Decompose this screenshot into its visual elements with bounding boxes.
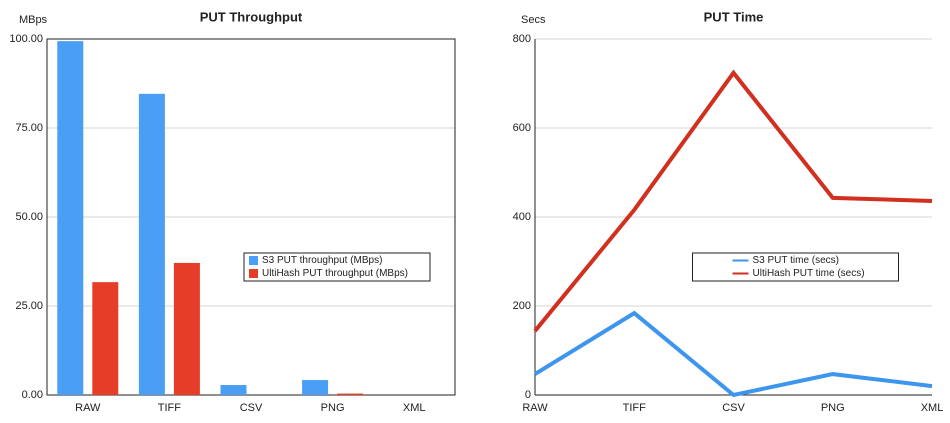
plot-frame: [46, 38, 456, 396]
x-tick-label: TIFF: [158, 402, 181, 414]
legend-box: [243, 252, 431, 282]
legend-swatch: [249, 256, 258, 265]
y-axis-label: MBps: [19, 14, 48, 26]
y-tick-label: 800: [513, 33, 531, 45]
bar: [220, 385, 247, 395]
chart-title: PUT Throughput: [200, 9, 303, 24]
chart-title: PUT Time: [704, 9, 764, 24]
y-tick-label: 0: [525, 389, 531, 401]
y-tick-label: 0.00: [22, 389, 43, 401]
line: [533, 310, 933, 398]
x-tick-label: RAW: [522, 402, 548, 414]
y-tick-label: 600: [513, 122, 531, 134]
bar: [302, 380, 329, 395]
x-tick-label: XML: [403, 402, 426, 414]
y-tick-label: 400: [513, 211, 531, 223]
x-tick-label: PNG: [821, 402, 845, 414]
bar: [92, 282, 119, 395]
legend-label: S3 PUT time (secs): [753, 255, 840, 266]
x-tick-label: CSV: [722, 402, 745, 414]
bar: [138, 93, 165, 395]
bar: [57, 41, 84, 396]
bar: [337, 393, 364, 395]
x-tick-label: XML: [921, 402, 944, 414]
y-axis-label: Secs: [521, 14, 546, 26]
x-tick-label: PNG: [321, 402, 345, 414]
y-tick-label: 50.00: [15, 211, 43, 223]
legend-label: UltiHash PUT time (secs): [753, 268, 865, 279]
x-tick-label: RAW: [75, 402, 101, 414]
y-tick-label: 75.00: [15, 122, 43, 134]
x-tick-label: CSV: [240, 402, 263, 414]
x-tick-label: TIFF: [623, 402, 646, 414]
legend-swatch: [249, 269, 258, 278]
legend-label: UltiHash PUT throughput (MBps): [262, 268, 408, 279]
y-tick-label: 100.00: [9, 33, 43, 45]
bar: [173, 262, 200, 395]
line: [533, 69, 933, 333]
y-tick-label: 200: [513, 300, 531, 312]
legend-label: S3 PUT throughput (MBps): [262, 255, 382, 266]
legend-box: [692, 252, 899, 282]
y-tick-label: 25.00: [15, 300, 43, 312]
